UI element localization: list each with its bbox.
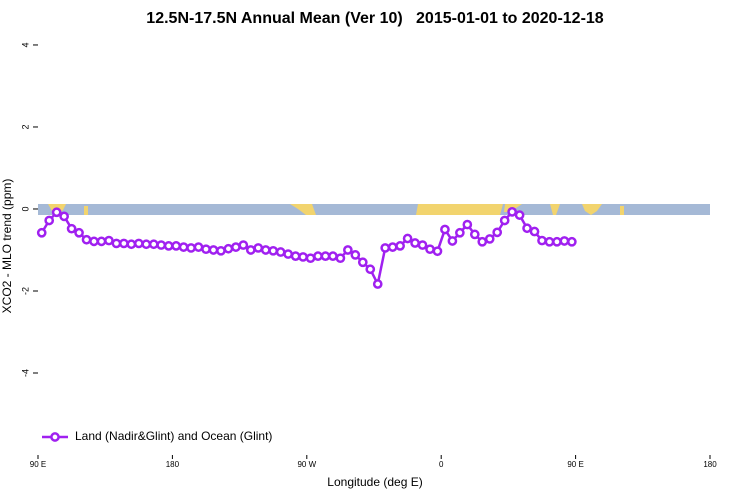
point bbox=[51, 207, 62, 218]
x-tick-label: 90 W bbox=[297, 460, 316, 469]
point bbox=[208, 245, 219, 255]
point bbox=[335, 253, 346, 264]
point bbox=[455, 227, 465, 238]
point bbox=[260, 245, 271, 255]
point bbox=[298, 252, 308, 262]
y-tick-label: -2 bbox=[20, 287, 30, 295]
point bbox=[507, 207, 517, 217]
point bbox=[544, 236, 555, 247]
y-axis-label: XCO2 - MLO trend (ppm) bbox=[0, 179, 14, 314]
point bbox=[305, 253, 316, 264]
point bbox=[492, 227, 503, 238]
point bbox=[44, 215, 55, 226]
point bbox=[290, 251, 301, 261]
point bbox=[141, 239, 152, 250]
point bbox=[119, 238, 129, 249]
point bbox=[425, 244, 435, 255]
point bbox=[223, 243, 234, 254]
chart-title: 12.5N-17.5N Annual Mean (Ver 10) 2015-01… bbox=[146, 10, 604, 27]
point bbox=[171, 241, 181, 251]
point bbox=[522, 223, 532, 234]
map-strip bbox=[38, 204, 710, 215]
point bbox=[567, 236, 577, 247]
legend-label: Land (Nadir&Glint) and Ocean (Glint) bbox=[75, 429, 272, 443]
point bbox=[552, 236, 562, 247]
x-tick-label: 90 E bbox=[30, 460, 46, 469]
point bbox=[350, 250, 361, 260]
point bbox=[133, 238, 144, 249]
x-axis-label: Longitude (deg E) bbox=[327, 475, 422, 489]
point bbox=[163, 241, 174, 251]
y-tick-label: -4 bbox=[20, 369, 30, 377]
point bbox=[357, 257, 368, 268]
point bbox=[410, 238, 420, 248]
series-line bbox=[40, 210, 573, 288]
point bbox=[387, 242, 398, 252]
point bbox=[537, 235, 547, 246]
point bbox=[514, 210, 525, 220]
point bbox=[193, 242, 204, 252]
x-tick-label: 0 bbox=[439, 460, 444, 469]
point bbox=[253, 243, 264, 253]
legend-marker bbox=[50, 432, 60, 442]
point bbox=[343, 245, 353, 255]
point bbox=[365, 264, 376, 275]
point bbox=[432, 246, 443, 257]
point bbox=[320, 251, 331, 261]
point bbox=[477, 236, 488, 247]
x-tick-label: 180 bbox=[703, 460, 717, 469]
point bbox=[238, 240, 249, 250]
point bbox=[462, 219, 473, 230]
point bbox=[178, 242, 189, 252]
y-tick-label: 4 bbox=[20, 42, 30, 47]
point bbox=[74, 227, 84, 238]
point bbox=[380, 243, 391, 253]
point bbox=[36, 227, 47, 238]
point bbox=[186, 243, 196, 253]
point bbox=[111, 238, 122, 249]
point bbox=[245, 245, 256, 255]
point bbox=[216, 245, 226, 256]
point bbox=[66, 223, 77, 234]
point bbox=[104, 235, 114, 246]
point bbox=[156, 240, 167, 250]
point bbox=[469, 229, 480, 240]
point bbox=[440, 224, 450, 235]
point bbox=[529, 226, 540, 237]
point bbox=[372, 279, 383, 289]
point bbox=[59, 211, 69, 222]
point bbox=[268, 245, 279, 256]
point bbox=[231, 242, 241, 252]
x-tick-label: 180 bbox=[166, 460, 180, 469]
point bbox=[96, 236, 107, 247]
point bbox=[126, 239, 137, 250]
point bbox=[313, 251, 323, 261]
point bbox=[417, 240, 428, 250]
y-tick-label: 0 bbox=[20, 206, 30, 211]
y-tick-label: 2 bbox=[20, 124, 30, 129]
point bbox=[81, 234, 92, 245]
point bbox=[283, 249, 293, 259]
point bbox=[447, 236, 458, 246]
point bbox=[89, 236, 99, 247]
point bbox=[201, 244, 211, 255]
point bbox=[559, 236, 570, 246]
point bbox=[499, 215, 510, 226]
point bbox=[484, 234, 495, 244]
point bbox=[328, 251, 338, 261]
point bbox=[275, 247, 286, 257]
point bbox=[148, 239, 159, 250]
point bbox=[402, 233, 413, 244]
point bbox=[395, 241, 405, 251]
x-tick-label: 90 E bbox=[567, 460, 583, 469]
